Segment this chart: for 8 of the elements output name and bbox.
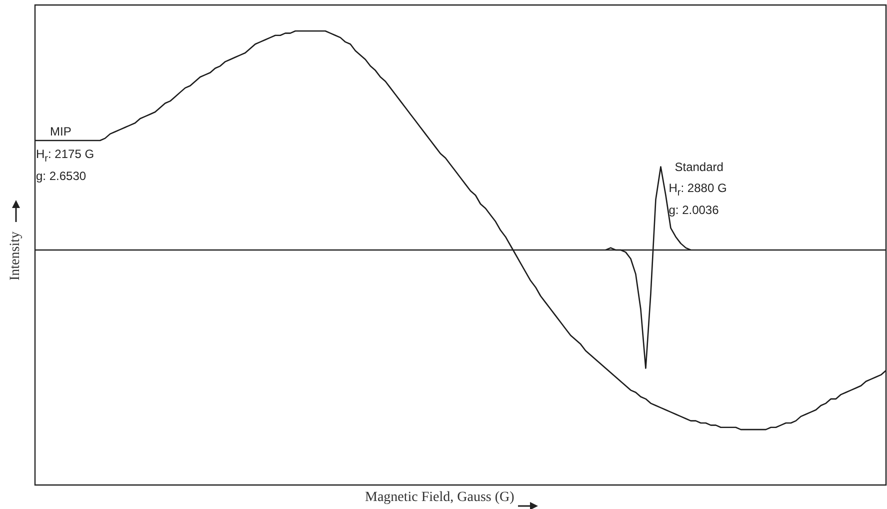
annotation: H$_{r}$: 2175 G: [36, 146, 94, 166]
annotation: g: 2.0036: [668, 202, 719, 217]
series-label: MIP: [50, 124, 72, 138]
x-axis-title: Magnetic Field, Gauss (G): [365, 490, 514, 506]
annotation: H$_{r}$: 2880 G: [668, 180, 727, 200]
annotation: g: 2.6530: [36, 168, 86, 182]
y-axis-title: Intensity: [8, 230, 24, 282]
series-label: Standard: [674, 160, 724, 174]
